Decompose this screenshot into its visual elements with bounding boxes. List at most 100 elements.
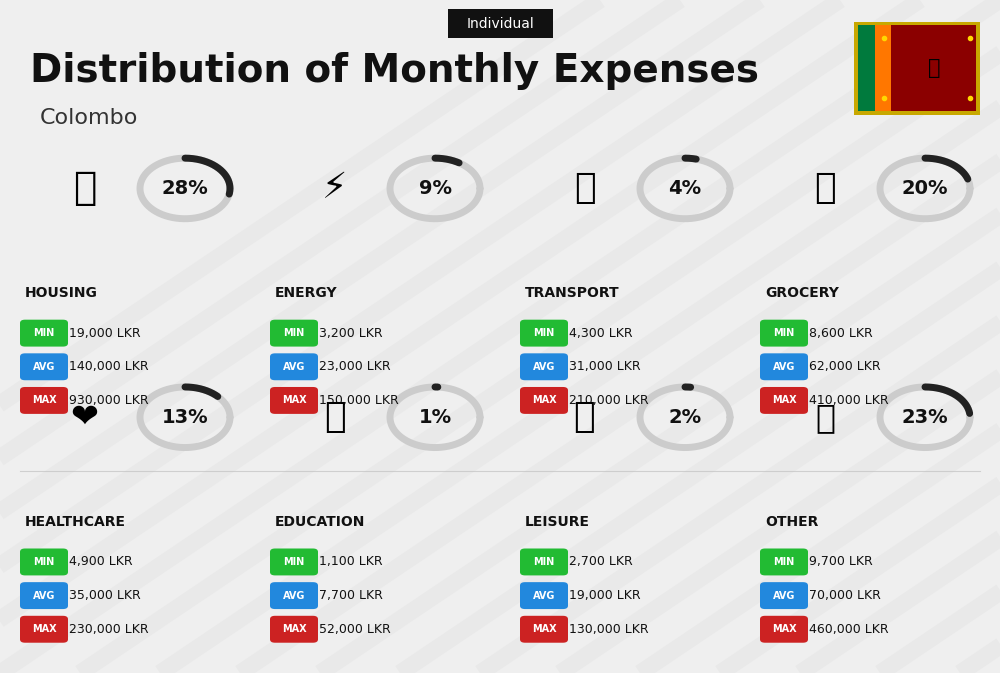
Text: 🚌: 🚌 xyxy=(574,172,596,205)
Text: EDUCATION: EDUCATION xyxy=(275,515,365,528)
Text: 🦁: 🦁 xyxy=(928,58,941,78)
FancyBboxPatch shape xyxy=(760,548,808,575)
Text: MAX: MAX xyxy=(532,396,556,405)
Text: 23%: 23% xyxy=(902,408,948,427)
FancyBboxPatch shape xyxy=(20,353,68,380)
FancyBboxPatch shape xyxy=(270,548,318,575)
Text: Individual: Individual xyxy=(466,17,534,30)
Text: AVG: AVG xyxy=(283,362,305,371)
Text: 1%: 1% xyxy=(418,408,452,427)
FancyBboxPatch shape xyxy=(520,582,568,609)
FancyBboxPatch shape xyxy=(520,320,568,347)
Text: GROCERY: GROCERY xyxy=(765,286,839,299)
Text: MAX: MAX xyxy=(772,396,796,405)
Text: AVG: AVG xyxy=(283,591,305,600)
Text: 8,600 LKR: 8,600 LKR xyxy=(809,326,873,340)
Text: 150,000 LKR: 150,000 LKR xyxy=(319,394,399,407)
Text: 4,900 LKR: 4,900 LKR xyxy=(69,555,133,569)
FancyBboxPatch shape xyxy=(270,616,318,643)
FancyBboxPatch shape xyxy=(520,353,568,380)
Text: 130,000 LKR: 130,000 LKR xyxy=(569,623,649,636)
Text: Distribution of Monthly Expenses: Distribution of Monthly Expenses xyxy=(30,52,759,90)
FancyBboxPatch shape xyxy=(270,320,318,347)
Text: MIN: MIN xyxy=(33,328,55,338)
Text: 🎓: 🎓 xyxy=(324,400,346,434)
FancyBboxPatch shape xyxy=(20,582,68,609)
Text: MAX: MAX xyxy=(32,396,56,405)
FancyBboxPatch shape xyxy=(270,353,318,380)
Text: 19,000 LKR: 19,000 LKR xyxy=(569,589,641,602)
FancyBboxPatch shape xyxy=(20,616,68,643)
Text: ❤️: ❤️ xyxy=(71,400,99,434)
Text: 20%: 20% xyxy=(902,179,948,198)
Text: ⚡: ⚡ xyxy=(322,172,348,205)
FancyBboxPatch shape xyxy=(760,353,808,380)
Text: 460,000 LKR: 460,000 LKR xyxy=(809,623,889,636)
FancyBboxPatch shape xyxy=(875,25,891,111)
Text: 2%: 2% xyxy=(668,408,702,427)
Text: 210,000 LKR: 210,000 LKR xyxy=(569,394,649,407)
FancyBboxPatch shape xyxy=(448,9,552,38)
FancyBboxPatch shape xyxy=(270,582,318,609)
Text: 930,000 LKR: 930,000 LKR xyxy=(69,394,149,407)
FancyBboxPatch shape xyxy=(760,616,808,643)
Text: OTHER: OTHER xyxy=(765,515,818,528)
Text: AVG: AVG xyxy=(533,362,555,371)
Text: 9,700 LKR: 9,700 LKR xyxy=(809,555,873,569)
Text: 62,000 LKR: 62,000 LKR xyxy=(809,360,881,374)
Text: 2,700 LKR: 2,700 LKR xyxy=(569,555,633,569)
Text: 1,100 LKR: 1,100 LKR xyxy=(319,555,383,569)
Text: AVG: AVG xyxy=(33,591,55,600)
Text: 23,000 LKR: 23,000 LKR xyxy=(319,360,391,374)
Text: MIN: MIN xyxy=(283,328,305,338)
Text: AVG: AVG xyxy=(33,362,55,371)
FancyBboxPatch shape xyxy=(270,387,318,414)
Text: MIN: MIN xyxy=(773,557,795,567)
Text: LEISURE: LEISURE xyxy=(525,515,590,528)
Text: 52,000 LKR: 52,000 LKR xyxy=(319,623,391,636)
FancyBboxPatch shape xyxy=(520,548,568,575)
Text: ENERGY: ENERGY xyxy=(275,286,338,299)
Text: AVG: AVG xyxy=(533,591,555,600)
Text: HEALTHCARE: HEALTHCARE xyxy=(25,515,126,528)
Text: 🛍️: 🛍️ xyxy=(574,400,596,434)
Text: MAX: MAX xyxy=(282,396,306,405)
Text: 140,000 LKR: 140,000 LKR xyxy=(69,360,149,374)
Text: AVG: AVG xyxy=(773,362,795,371)
FancyBboxPatch shape xyxy=(760,320,808,347)
Text: MIN: MIN xyxy=(533,557,555,567)
Text: 9%: 9% xyxy=(419,179,452,198)
FancyBboxPatch shape xyxy=(760,387,808,414)
FancyBboxPatch shape xyxy=(858,25,976,111)
Text: 🏢: 🏢 xyxy=(73,170,97,207)
Text: 7,700 LKR: 7,700 LKR xyxy=(319,589,383,602)
Text: MAX: MAX xyxy=(32,625,56,634)
Text: TRANSPORT: TRANSPORT xyxy=(525,286,620,299)
Text: MIN: MIN xyxy=(773,328,795,338)
Text: 230,000 LKR: 230,000 LKR xyxy=(69,623,149,636)
FancyBboxPatch shape xyxy=(20,320,68,347)
Text: 70,000 LKR: 70,000 LKR xyxy=(809,589,881,602)
Text: 3,200 LKR: 3,200 LKR xyxy=(319,326,383,340)
Text: 4%: 4% xyxy=(668,179,702,198)
Text: 19,000 LKR: 19,000 LKR xyxy=(69,326,141,340)
Text: MAX: MAX xyxy=(532,625,556,634)
Text: 35,000 LKR: 35,000 LKR xyxy=(69,589,141,602)
Text: HOUSING: HOUSING xyxy=(25,286,98,299)
Text: MAX: MAX xyxy=(772,625,796,634)
Text: MAX: MAX xyxy=(282,625,306,634)
FancyBboxPatch shape xyxy=(760,582,808,609)
Text: 410,000 LKR: 410,000 LKR xyxy=(809,394,889,407)
FancyBboxPatch shape xyxy=(520,616,568,643)
FancyBboxPatch shape xyxy=(520,387,568,414)
Text: MIN: MIN xyxy=(533,328,555,338)
Text: 🛒: 🛒 xyxy=(814,172,836,205)
Text: 28%: 28% xyxy=(162,179,208,198)
Text: 4,300 LKR: 4,300 LKR xyxy=(569,326,633,340)
FancyBboxPatch shape xyxy=(20,387,68,414)
Text: Colombo: Colombo xyxy=(40,108,138,128)
FancyBboxPatch shape xyxy=(854,22,980,115)
Text: 13%: 13% xyxy=(162,408,208,427)
Text: MIN: MIN xyxy=(33,557,55,567)
Text: 31,000 LKR: 31,000 LKR xyxy=(569,360,641,374)
